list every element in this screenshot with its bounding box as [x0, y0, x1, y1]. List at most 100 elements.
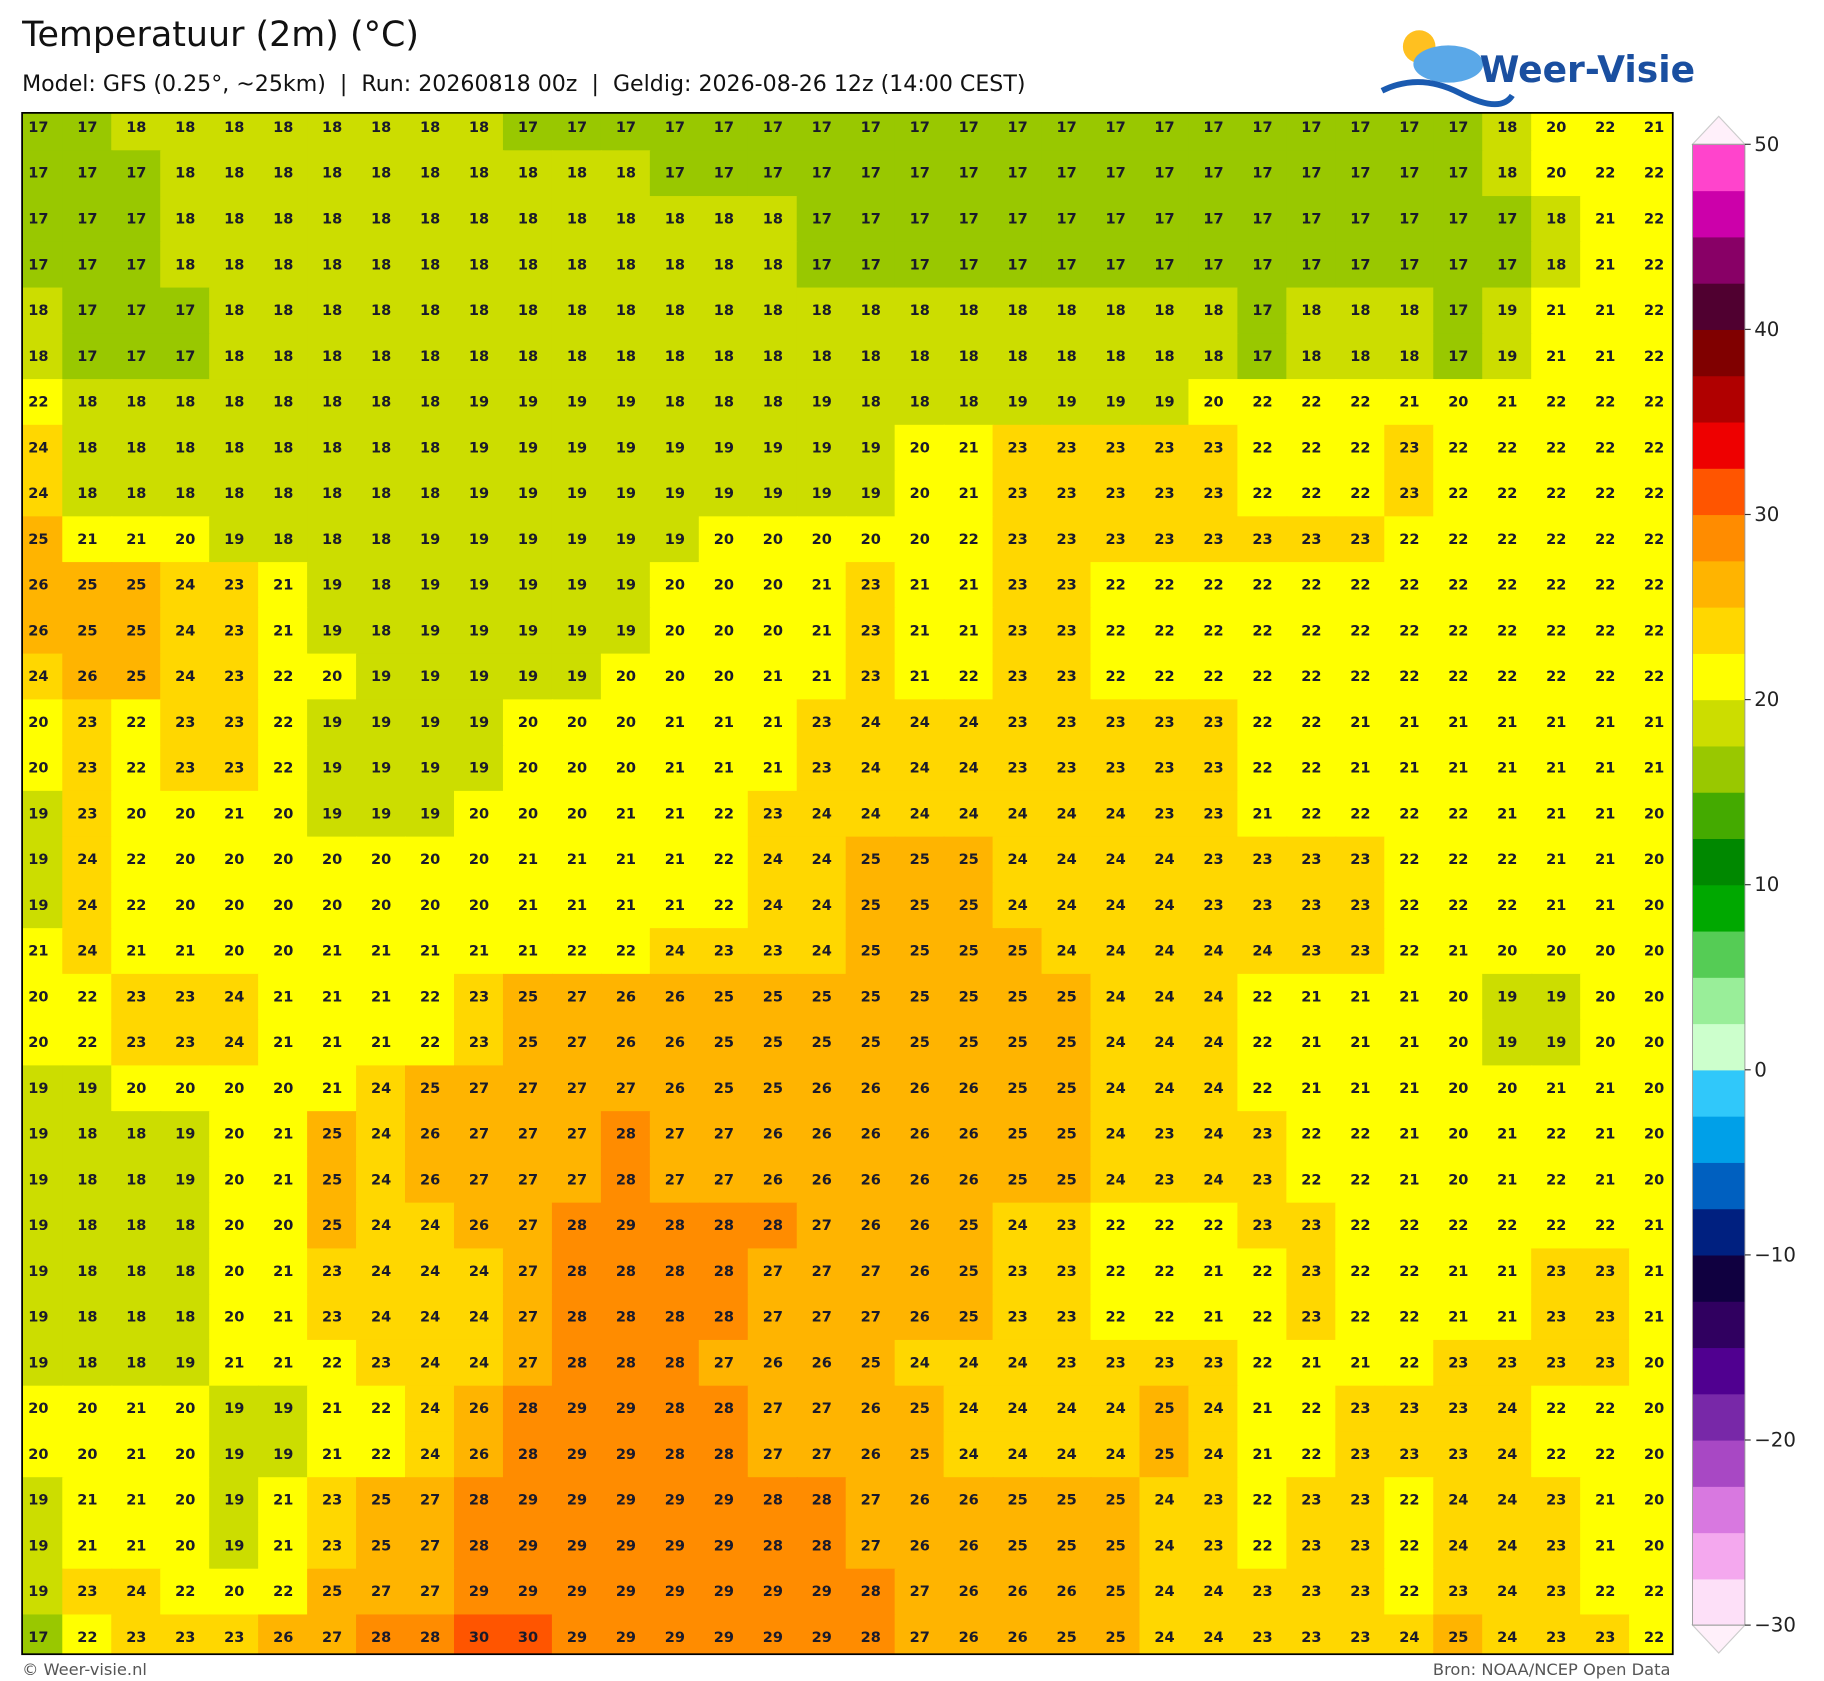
temp-label: 22: [1203, 669, 1223, 685]
temp-label: 18: [126, 395, 146, 411]
temp-label: 23: [1203, 532, 1223, 548]
temp-cell: [551, 1111, 603, 1159]
temp-cell: [698, 333, 749, 381]
temp-label: 22: [1644, 1584, 1664, 1600]
temp-label: 23: [1350, 532, 1370, 548]
temp-label: 17: [518, 120, 538, 136]
temp-label: 20: [175, 806, 195, 822]
temp-label: 20: [175, 1447, 195, 1463]
temp-label: 24: [1497, 1447, 1517, 1463]
temp-cell: [1629, 699, 1673, 747]
temp-label: 21: [1350, 1081, 1370, 1097]
temp-label: 23: [1105, 486, 1125, 502]
temp-label: 22: [959, 669, 979, 685]
temp-cell: [1384, 973, 1435, 1021]
temp-label: 17: [28, 257, 48, 273]
temp-cell: [1237, 287, 1288, 335]
temp-label: 18: [763, 257, 783, 273]
temp-cell: [1433, 112, 1484, 152]
temp-cell: [1482, 196, 1533, 243]
temp-cell: [502, 1111, 554, 1159]
temp-label: 17: [616, 120, 636, 136]
temp-label: 27: [518, 1218, 538, 1234]
temp-label: 21: [616, 806, 636, 822]
temp-label: 21: [665, 898, 685, 914]
temp-cell: [992, 333, 1043, 381]
temp-cell: [62, 882, 113, 930]
temp-label: 24: [763, 852, 783, 868]
temp-cell: [1188, 607, 1239, 655]
temp-cell: [1090, 241, 1141, 289]
temp-cell: [1482, 1065, 1533, 1113]
temp-cell: [1384, 607, 1435, 655]
temp-cell: [111, 333, 162, 381]
temp-label: 22: [1595, 578, 1615, 594]
temp-cell: [992, 470, 1043, 518]
temp-label: 21: [126, 944, 146, 960]
temp-label: 21: [371, 944, 391, 960]
temp-label: 24: [1105, 806, 1125, 822]
temp-label: 22: [1644, 257, 1664, 273]
temp-label: 19: [1497, 303, 1517, 319]
temp-cell: [992, 287, 1043, 335]
temp-cell: [698, 379, 749, 426]
temp-label: 17: [959, 212, 979, 228]
temp-cell: [160, 112, 211, 152]
temp-label: 23: [322, 1310, 342, 1326]
temp-cell: [1482, 928, 1533, 976]
temp-label: 22: [1448, 623, 1468, 639]
colorbar-tick-label: 0: [1754, 1058, 1767, 1081]
temp-label: 19: [714, 486, 734, 502]
temp-label: 26: [763, 1127, 783, 1143]
temp-cell: [845, 1111, 896, 1159]
temp-cell: [160, 333, 211, 381]
temp-cell: [992, 562, 1043, 610]
temp-label: 28: [567, 1310, 587, 1326]
temp-cell: [1188, 516, 1239, 564]
colorbar-band: [1692, 1440, 1745, 1487]
temp-cell: [307, 1019, 358, 1067]
temp-label: 23: [1008, 532, 1028, 548]
temp-label: 17: [1350, 257, 1370, 273]
temp-label: 29: [763, 1584, 783, 1600]
temp-cell: [1384, 379, 1435, 426]
temp-label: 26: [959, 1127, 979, 1143]
temp-label: 19: [469, 440, 489, 456]
colorbar-band: [1692, 1347, 1745, 1395]
temp-label: 28: [420, 1630, 440, 1646]
temp-label: 23: [224, 1630, 244, 1646]
temp-label: 27: [910, 1584, 930, 1600]
temp-label: 24: [420, 1264, 440, 1280]
temp-cell: [1531, 1065, 1582, 1113]
temp-label: 22: [1350, 1218, 1370, 1234]
temp-label: 26: [77, 669, 97, 685]
temp-cell: [698, 836, 749, 884]
temp-label: 18: [616, 257, 636, 273]
temp-cell: [747, 1065, 798, 1113]
temp-label: 18: [420, 303, 440, 319]
temp-label: 23: [1448, 1447, 1468, 1463]
temp-cell: [405, 470, 456, 518]
temp-label: 17: [567, 120, 587, 136]
temp-cell: [356, 1156, 407, 1204]
temp-cell: [258, 836, 309, 884]
temp-cell: [453, 1065, 505, 1113]
temp-label: 25: [1056, 1538, 1076, 1554]
temp-cell: [649, 836, 700, 884]
temp-label: 28: [371, 1630, 391, 1646]
temp-cell: [992, 379, 1043, 426]
temp-label: 20: [1644, 944, 1664, 960]
temp-cell: [845, 699, 896, 747]
temp-label: 18: [1008, 349, 1028, 365]
temp-cell: [209, 287, 260, 335]
temp-label: 27: [420, 1538, 440, 1554]
temp-cell: [796, 928, 847, 976]
temp-cell: [307, 653, 358, 701]
temp-cell: [502, 1156, 554, 1204]
temp-label: 26: [910, 1127, 930, 1143]
temp-label: 22: [1448, 852, 1468, 868]
temp-label: 24: [1105, 1172, 1125, 1188]
temp-cell: [1433, 379, 1484, 426]
temp-label: 27: [812, 1401, 832, 1417]
temp-label: 23: [1203, 852, 1223, 868]
